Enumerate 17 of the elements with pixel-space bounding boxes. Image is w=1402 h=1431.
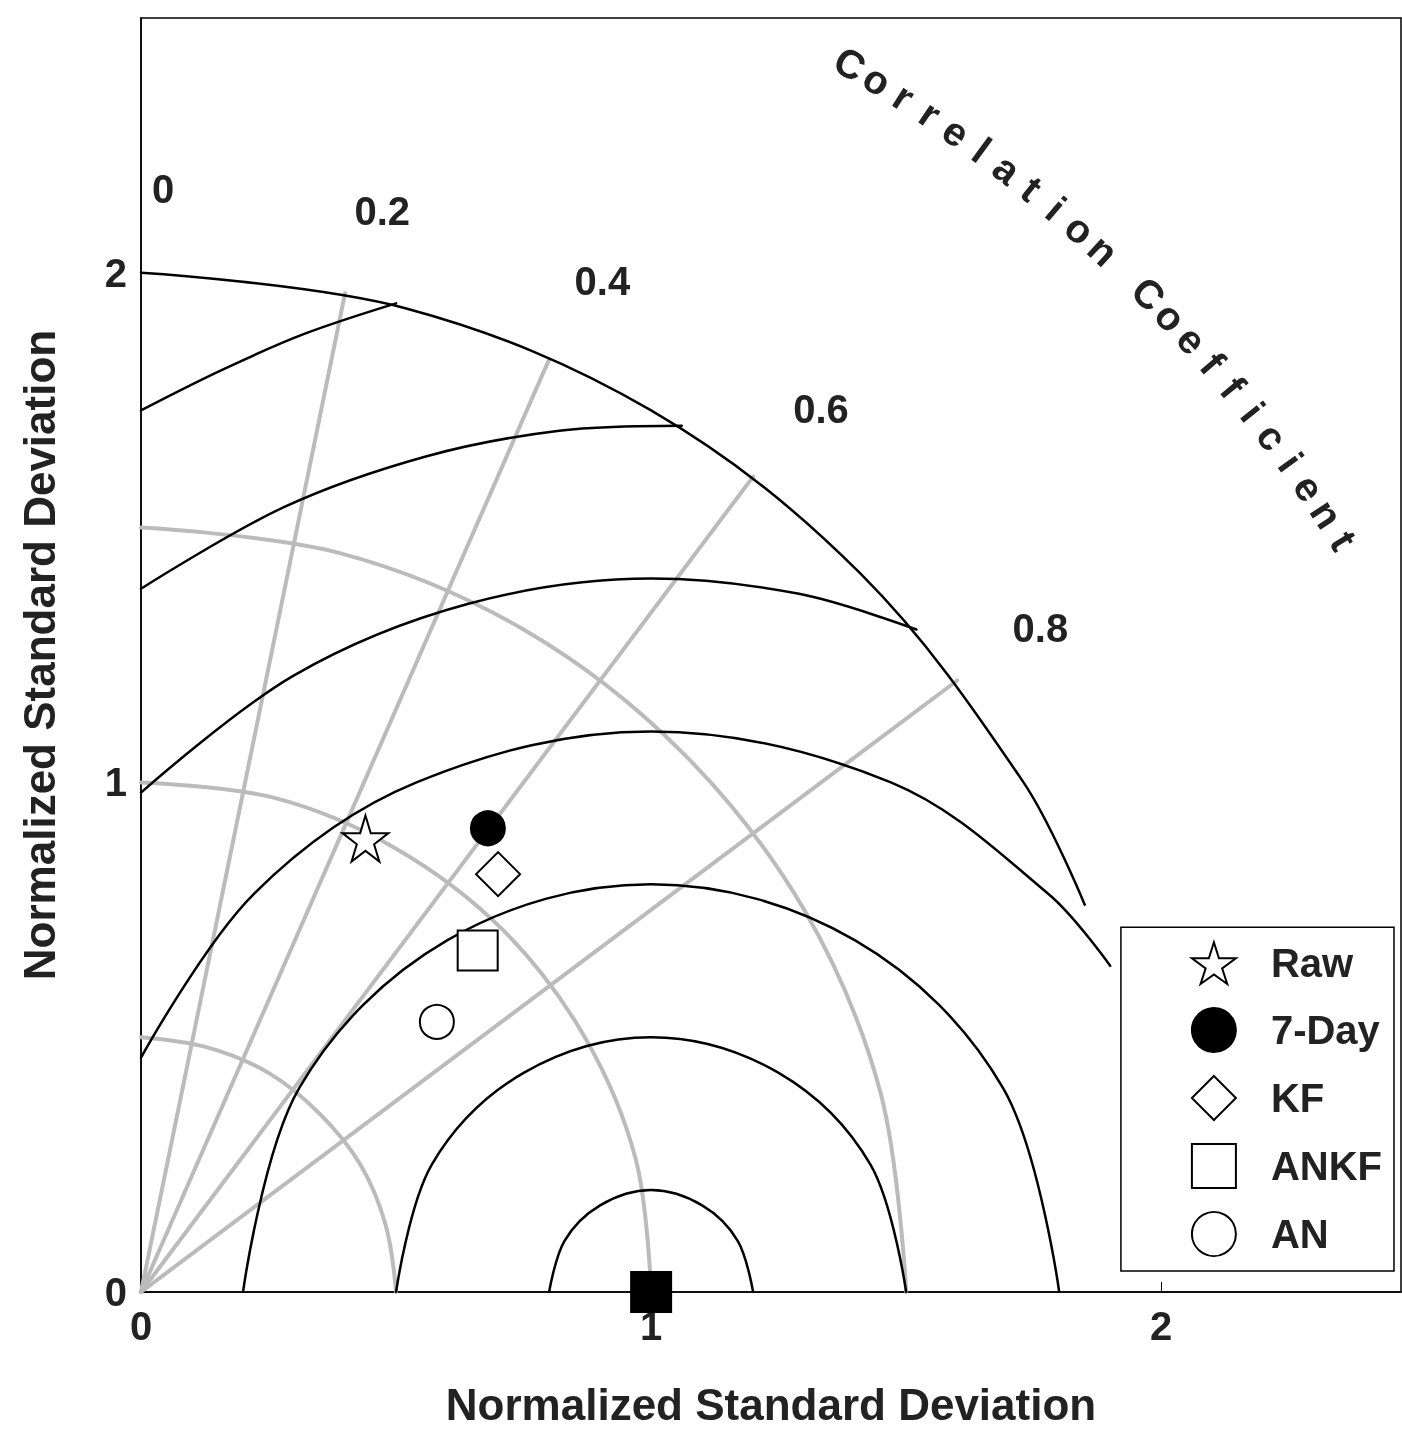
legend-label: 7-Day bbox=[1270, 1008, 1381, 1052]
legend-label: ANKF bbox=[1270, 1144, 1382, 1188]
x-tick-label: 2 bbox=[1150, 1304, 1173, 1348]
y-tick-label: 0 bbox=[104, 1270, 127, 1314]
legend-label: Raw bbox=[1270, 941, 1355, 986]
annotation: 0 bbox=[151, 167, 175, 212]
legend-label: KF bbox=[1270, 1076, 1325, 1120]
annotation: 0.6 bbox=[793, 386, 849, 431]
x-tick-label: 1 bbox=[640, 1304, 663, 1348]
annotation: 0.2 bbox=[354, 189, 411, 234]
legend-label: AN bbox=[1270, 1212, 1329, 1256]
x-axis-title: Normalized Standard Deviation bbox=[445, 1379, 1097, 1429]
annotation: 0.4 bbox=[574, 259, 631, 304]
annotation: 0.8 bbox=[1012, 605, 1069, 650]
y-axis-title: Normalized Standard Deviation bbox=[14, 329, 64, 981]
y-tick-label: 1 bbox=[104, 760, 127, 805]
y-tick-label: 2 bbox=[104, 250, 127, 295]
